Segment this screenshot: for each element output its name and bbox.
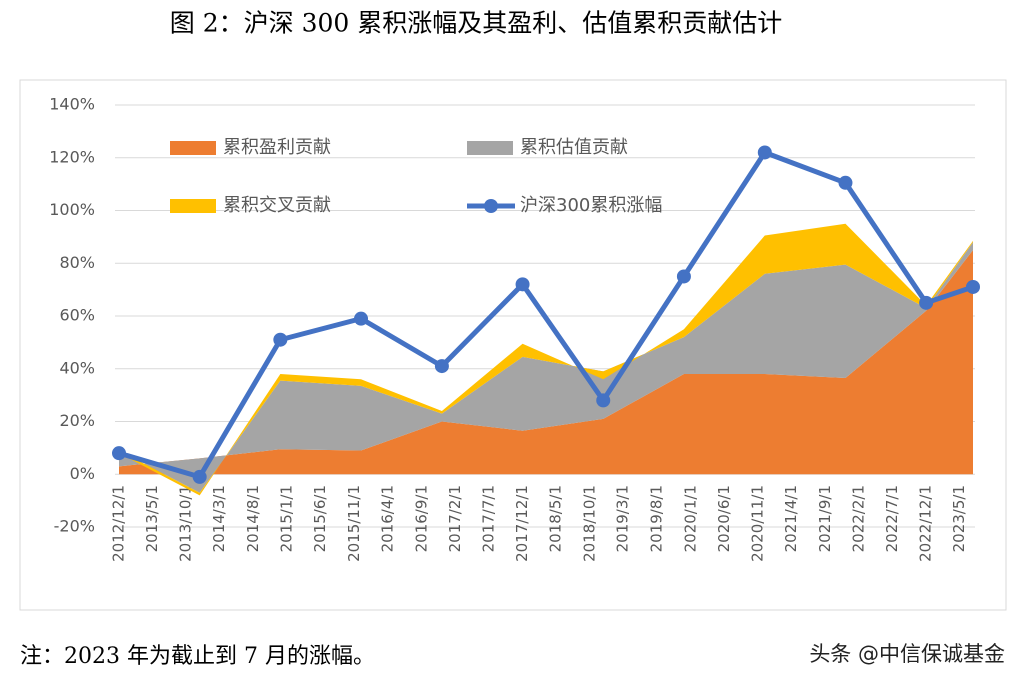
line [118, 149, 974, 480]
legend-label: 累积交叉贡献 [223, 195, 331, 216]
x-tick-label: 2021/9/1 [816, 485, 834, 552]
marker [354, 311, 369, 326]
x-tick-label: 2018/10/1 [580, 485, 598, 562]
marker [838, 175, 853, 190]
x-tick-label: 2016/4/1 [378, 485, 396, 552]
x-tick-label: 2017/12/1 [513, 485, 531, 562]
plot [112, 145, 980, 496]
footnote: 注：2023 年为截止到 7 月的涨幅。 [20, 644, 375, 669]
y-tick-label: 80% [59, 253, 95, 272]
legend-swatch [467, 141, 513, 155]
marker [434, 359, 449, 374]
x-tick-label: 2019/8/1 [647, 485, 665, 552]
y-tick-label: -20% [54, 517, 95, 536]
x-tick-label: 2015/6/1 [311, 485, 329, 552]
x-tick-label: 2020/6/1 [715, 485, 733, 552]
x-tick-label: 2012/12/1 [110, 485, 128, 562]
marker [273, 332, 288, 347]
marker [919, 295, 934, 310]
x-tick-label: 2017/7/1 [479, 485, 497, 552]
chart-frame [19, 79, 1007, 611]
legend-label: 累积盈利贡献 [223, 137, 331, 158]
legend-label: 沪深300累积涨幅 [520, 195, 662, 216]
x-tick-label: 2016/9/1 [412, 485, 430, 552]
y-tick-label: 40% [59, 358, 95, 377]
marker [676, 269, 691, 284]
y-tick-label: 100% [49, 200, 95, 219]
x-tick-label: 2021/4/1 [782, 485, 800, 552]
marker [757, 145, 772, 160]
x-tick-label: 2013/10/1 [177, 485, 195, 562]
x-tick-label: 2013/5/1 [143, 485, 161, 552]
x-tick-label: 2018/5/1 [546, 485, 564, 552]
x-tick-label: 2017/2/1 [446, 485, 464, 552]
x-tick-label: 2022/2/1 [850, 485, 868, 552]
area [119, 250, 973, 475]
x-tick-label: 2014/3/1 [210, 485, 228, 552]
area [119, 223, 973, 496]
y-tick-label: 120% [49, 147, 95, 166]
marker [596, 393, 611, 408]
x-tick-label: 2019/3/1 [614, 485, 632, 552]
x-tick-label: 2023/5/1 [950, 485, 968, 552]
marker [515, 277, 530, 292]
x-tick-label: 2020/1/1 [681, 485, 699, 552]
source: 头条 @中信保诚基金 [809, 642, 1005, 666]
x-tick-label: 2022/7/1 [883, 485, 901, 552]
y-tick-label: 60% [59, 306, 95, 325]
marker [112, 446, 126, 461]
area [119, 242, 973, 493]
legend-label: 累积估值贡献 [520, 137, 628, 158]
marker [966, 279, 980, 294]
x-tick-label: 2015/1/1 [278, 485, 296, 552]
legend-swatch [170, 199, 216, 213]
x-tick-label: 2022/12/1 [917, 485, 935, 562]
chart-title: 图 2：沪深 300 累积涨幅及其盈利、估值累积贡献估计 [170, 9, 782, 38]
legend-swatch [170, 141, 216, 155]
legend-swatch [484, 199, 498, 213]
x-tick-label: 2020/11/1 [749, 485, 767, 562]
marker [192, 469, 207, 484]
y-tick-label: 20% [59, 411, 95, 430]
y-tick-label: 0% [70, 464, 95, 483]
y-tick-label: 140% [49, 95, 95, 114]
x-tick-label: 2015/11/1 [345, 485, 363, 562]
x-tick-label: 2014/8/1 [244, 485, 262, 552]
